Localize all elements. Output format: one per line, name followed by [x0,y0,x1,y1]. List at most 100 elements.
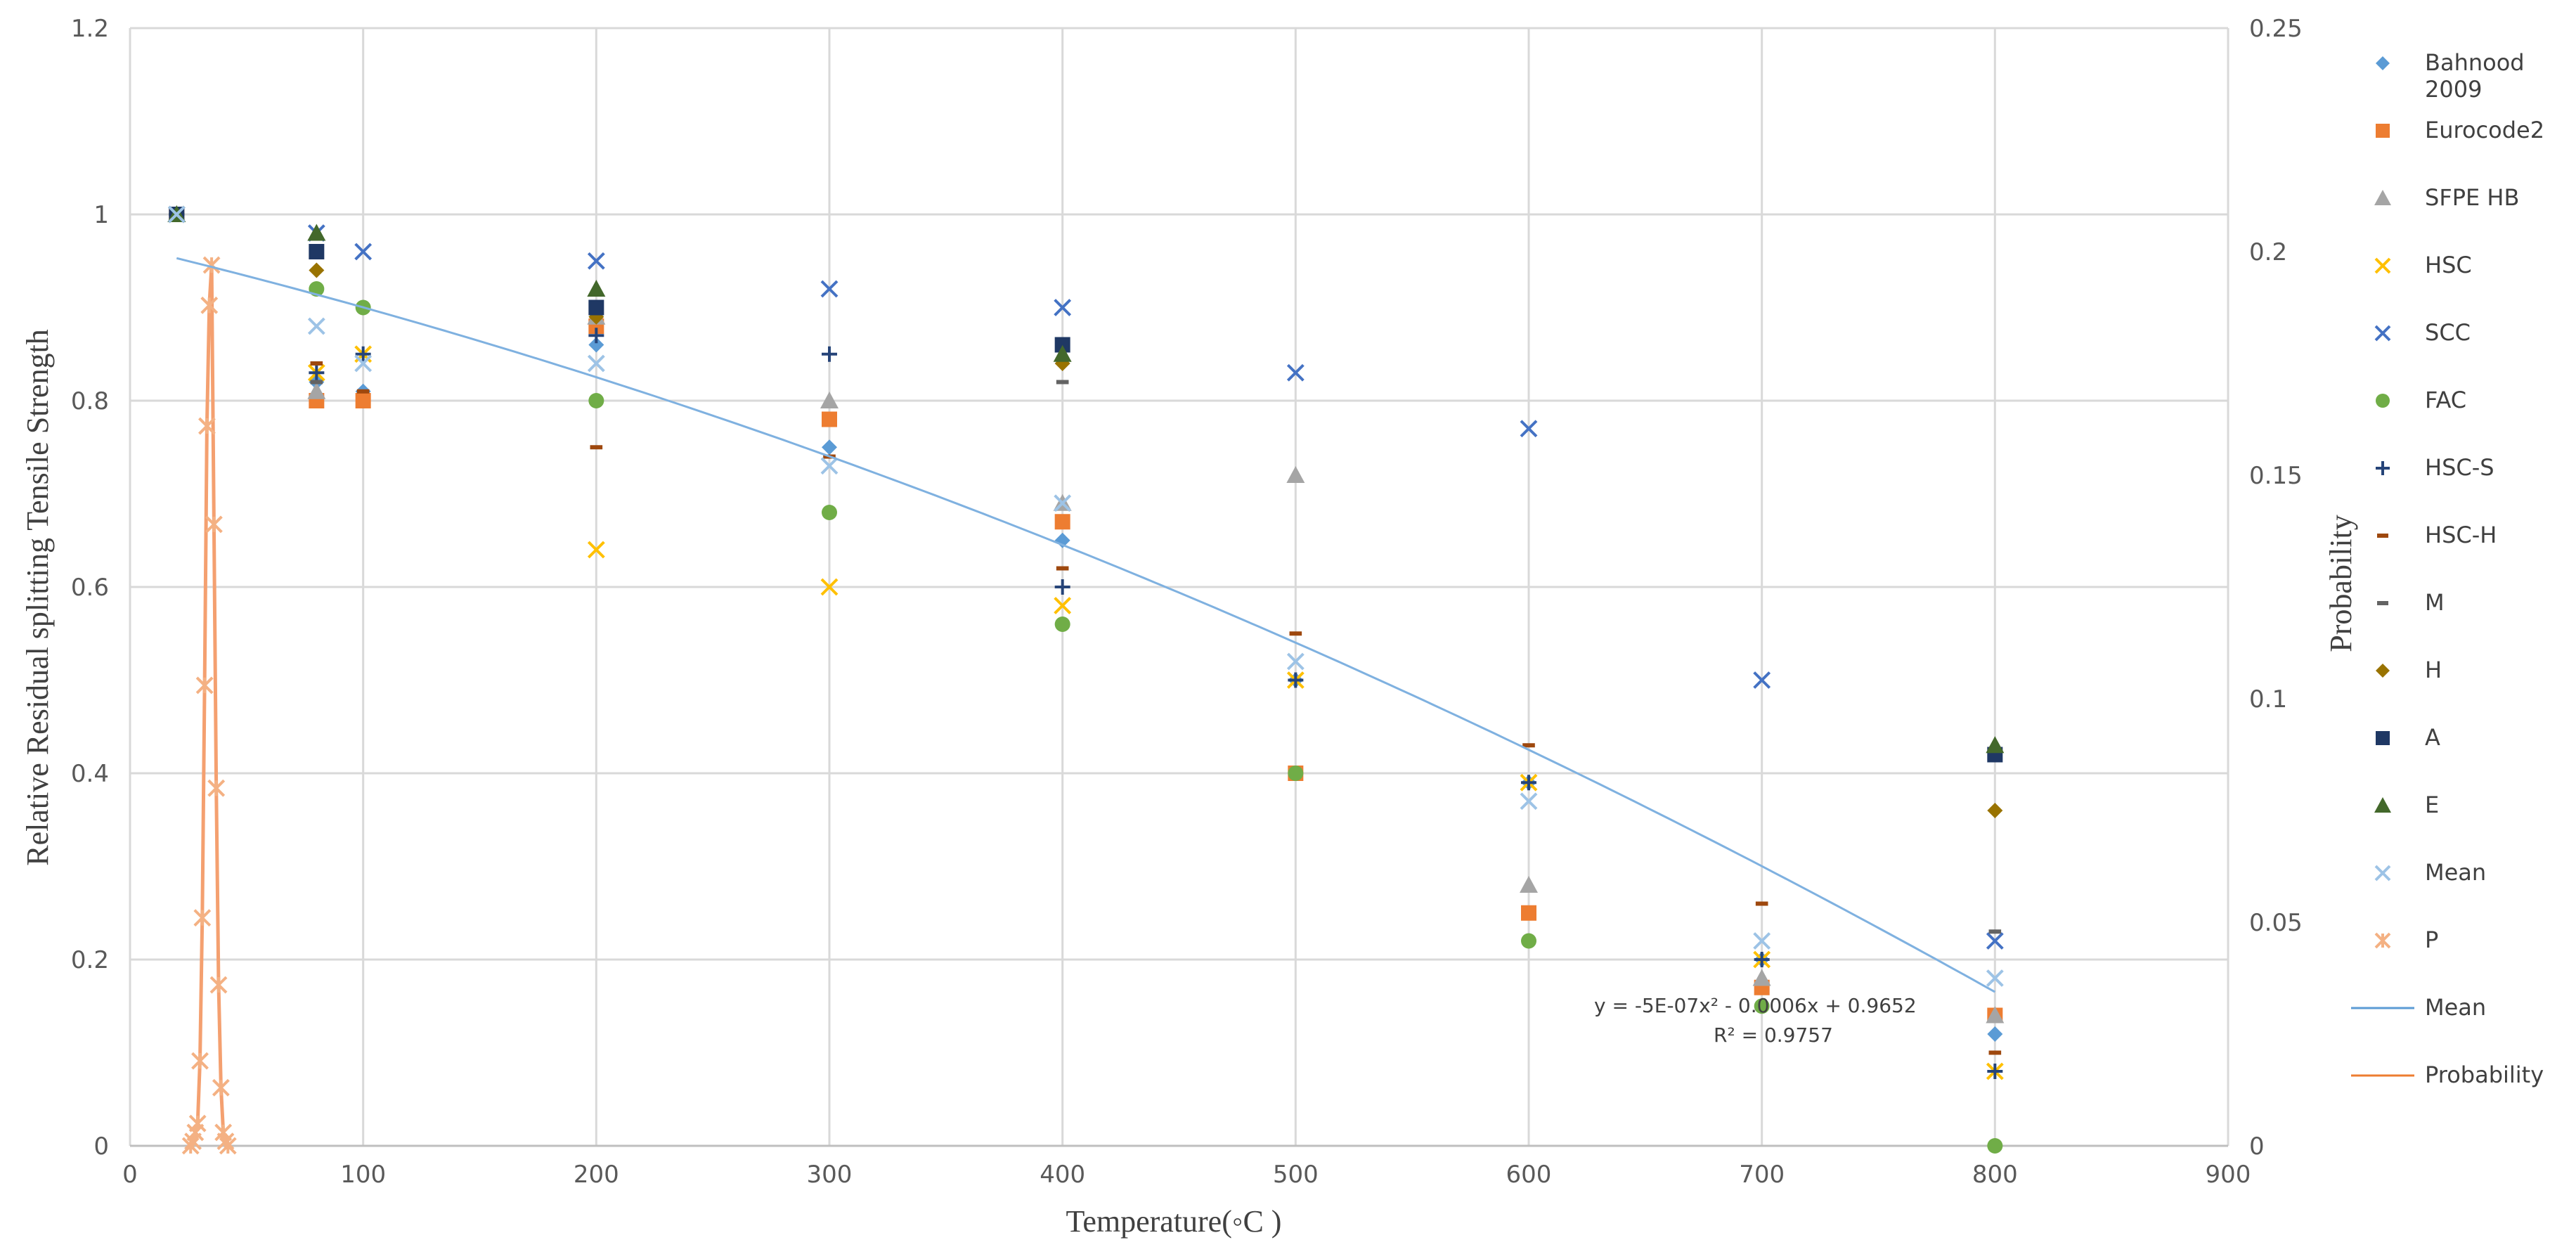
y2-tick-label: 0.05 [2249,909,2303,937]
y-tick-label: 1.2 [71,15,109,43]
point-p [219,1137,237,1155]
legend-item: M [2377,589,2445,616]
x-tick-label: 300 [807,1161,853,1189]
point-a [1054,337,1070,353]
legend-label: Mean [2425,859,2486,886]
legend-marker [2374,797,2391,813]
trendline-r2: R² = 0.9757 [1714,1024,1833,1047]
point-p [207,779,226,797]
point-bahnood-2009 [822,439,837,456]
data-points [167,205,2005,1155]
legend: Bahnood 2009 Eurocode2 SFPE HB HSC SCC FAC HSC-… [2351,49,2544,1088]
point-e [307,224,326,241]
point-mean [354,354,373,373]
point-p [200,296,219,314]
legend-marker [2374,865,2391,882]
y-tick-label: 0.2 [71,946,109,974]
point-scc [1986,932,2004,950]
point-p [205,515,223,534]
legend-marker [2374,190,2391,205]
legend-item: P [2374,927,2438,953]
legend-item: HSC-S [2376,454,2494,481]
legend-label: P [2425,927,2438,953]
trendline-equation: y = -5E-07x² - 0.0006x + 0.9652 [1594,994,1917,1017]
legend-marker [2377,601,2388,605]
point-eurocode2 [822,411,837,427]
point-hsc-s [822,346,837,362]
legend-label: Bahnood 2009 [2425,49,2525,103]
mean-trendline [176,257,1996,993]
point-hsc-s [355,346,371,362]
x-tick-label: 900 [2206,1161,2251,1189]
legend-item: H [2376,657,2442,683]
point-p [191,1052,209,1070]
point-hsc-s [1754,952,1770,967]
point-m [310,380,323,385]
point-fac [588,393,604,408]
y2-tick-label: 0.1 [2249,685,2287,714]
legend-item: SFPE HB [2374,184,2519,211]
x-tick-label: 800 [1972,1161,2018,1189]
point-h [1987,803,2003,818]
legend-label: A [2425,724,2440,751]
legend-item: Mean [2351,994,2486,1021]
x-tick-label: 200 [574,1161,619,1189]
point-hsc-h [1522,743,1535,748]
legend-item: Probability [2351,1061,2544,1088]
point-p [212,1078,230,1097]
legend-marker [2377,534,2388,538]
point-e [587,280,606,297]
legend-item: Mean [2374,859,2486,886]
point-a [309,244,325,259]
point-eurocode2 [1521,905,1536,921]
legend-item: FAC [2376,387,2466,413]
point-hsc-h [590,445,603,450]
x-tick-label: 600 [1506,1161,1552,1189]
point-hsc-s [1987,1064,2003,1079]
point-hsc [820,578,839,596]
point-mean [820,457,839,475]
y2-axis-title: Probability [2324,515,2358,652]
point-fac [1754,998,1770,1014]
point-hsc-h [310,361,323,366]
legend-label: M [2425,589,2445,616]
legend-item: HSC [2374,252,2472,278]
legend-marker [2376,664,2390,678]
point-p [209,976,228,994]
point-p [195,676,214,695]
point-scc [1054,299,1072,316]
x-tick-label: 700 [1739,1161,1785,1189]
point-scc [1753,671,1771,689]
point-eurocode2 [1054,514,1070,530]
legend-label: Probability [2425,1061,2544,1088]
x-axis-title: Temperature(◦C ) [1066,1204,1282,1239]
point-p [202,256,221,274]
legend-item: A [2376,724,2440,751]
point-hsc-s [1288,672,1304,688]
legend-item: HSC-H [2377,522,2497,548]
point-hsc-h [1056,566,1069,571]
point-mean [1986,969,2004,987]
legend-marker [2376,461,2390,475]
legend-item: SCC [2374,319,2471,346]
point-scc [354,243,373,261]
legend-label: HSC [2425,252,2472,278]
trendline [176,257,1996,993]
legend-label: SFPE HB [2425,184,2519,211]
point-sfpe-hb [820,392,839,408]
point-mean [1520,792,1538,811]
point-e [1053,344,1072,362]
point-hsc-h [1289,631,1302,636]
point-hsc-s [1054,579,1070,595]
y2-tick-label: 0 [2249,1132,2265,1161]
point-hsc-h [356,389,370,394]
x-tick-label: 500 [1273,1161,1319,1189]
point-m [1988,929,2002,934]
y2-tick-label: 0.2 [2249,238,2287,266]
point-fac [1054,616,1070,632]
y-tick-label: 0.8 [71,387,109,415]
y2-tick-label: 0.25 [2249,15,2303,43]
y-tick-label: 0 [93,1132,109,1161]
point-h [309,262,325,278]
point-mean [1753,932,1771,950]
